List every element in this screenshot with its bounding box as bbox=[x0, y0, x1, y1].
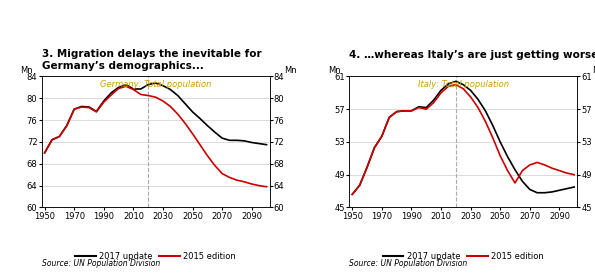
Legend: 2017 update, 2015 edition: 2017 update, 2015 edition bbox=[379, 248, 547, 264]
Legend: 2017 update, 2015 edition: 2017 update, 2015 edition bbox=[71, 248, 240, 264]
Text: Source: UN Population Division: Source: UN Population Division bbox=[42, 259, 160, 268]
Text: Germany: Total population: Germany: Total population bbox=[100, 80, 211, 89]
Text: Mn: Mn bbox=[328, 66, 340, 75]
Text: 4. …whereas Italy’s are just getting worse: 4. …whereas Italy’s are just getting wor… bbox=[349, 50, 595, 60]
Text: Source: UN Population Division: Source: UN Population Division bbox=[349, 259, 468, 268]
Text: Mn: Mn bbox=[20, 66, 33, 75]
Text: Mn: Mn bbox=[284, 66, 297, 75]
Text: Italy: Total population: Italy: Total population bbox=[418, 80, 509, 89]
Text: 3. Migration delays the inevitable for
Germany’s demographics...: 3. Migration delays the inevitable for G… bbox=[42, 49, 261, 71]
Text: Mn: Mn bbox=[592, 66, 595, 75]
